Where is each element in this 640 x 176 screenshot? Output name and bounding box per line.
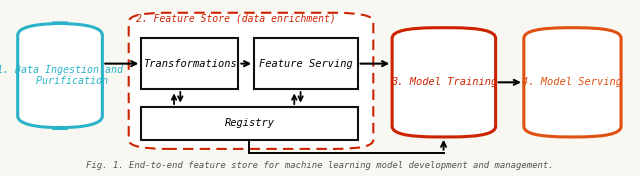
Bar	[141, 107, 358, 140]
Text: Fig. 1. End-to-end feature store for machine learning model development and mana: Fig. 1. End-to-end feature store for mac…	[86, 161, 554, 170]
FancyBboxPatch shape	[524, 28, 621, 137]
Text: 3. Model Training: 3. Model Training	[391, 77, 497, 87]
Text: 4. Model Serving: 4. Model Serving	[522, 77, 623, 87]
Bar	[254, 38, 358, 89]
Bar	[141, 38, 239, 89]
Text: Feature Serving: Feature Serving	[259, 59, 353, 69]
FancyBboxPatch shape	[18, 23, 102, 128]
Text: Transformations: Transformations	[143, 59, 237, 69]
Text: 1. Data Ingestion and
    Purification: 1. Data Ingestion and Purification	[0, 65, 123, 86]
Text: Registry: Registry	[225, 118, 275, 128]
Text: 2. Feature Store (data enrichment): 2. Feature Store (data enrichment)	[136, 14, 336, 24]
FancyBboxPatch shape	[129, 13, 373, 149]
FancyBboxPatch shape	[392, 28, 495, 137]
